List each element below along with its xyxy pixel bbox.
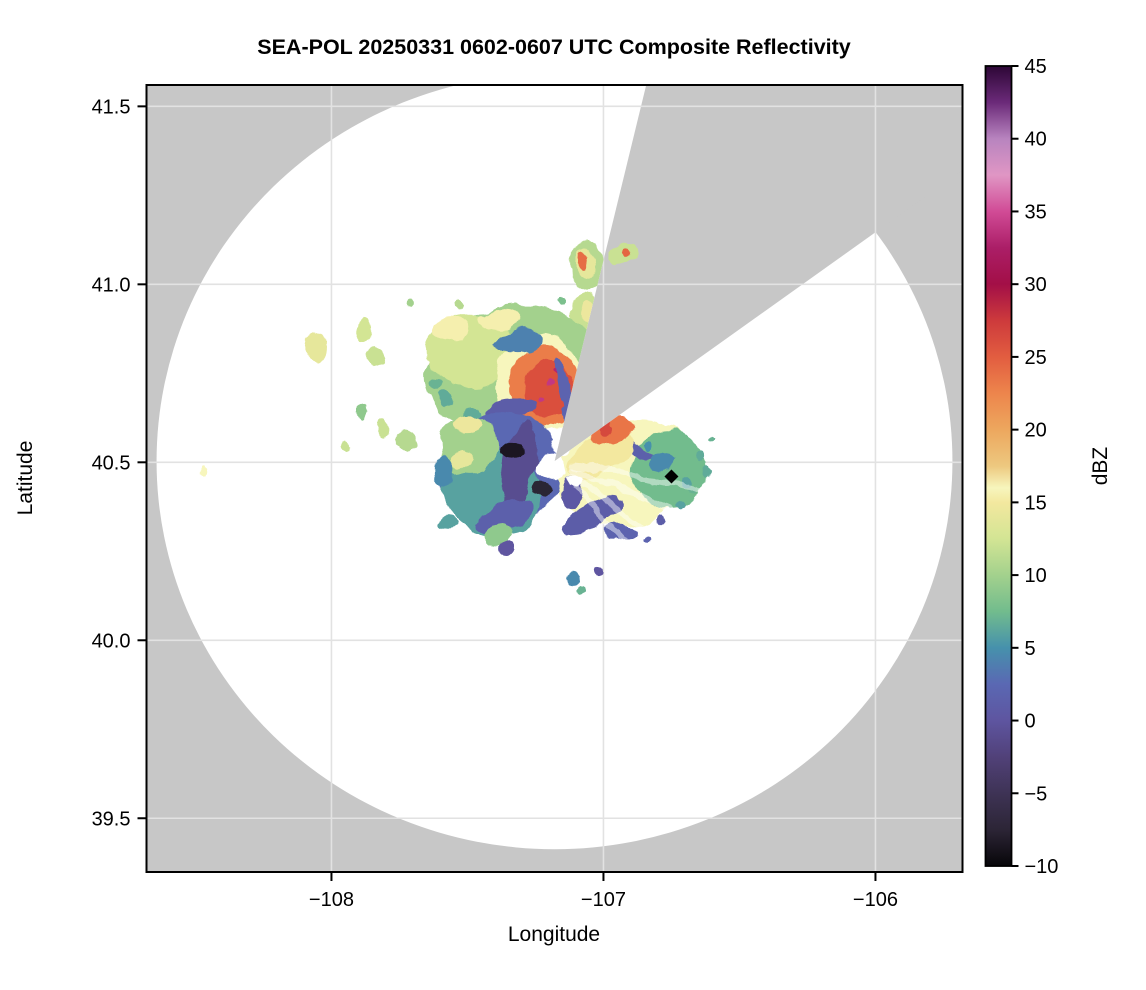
x-tick-label: −107	[581, 889, 626, 911]
echo-region	[434, 454, 455, 487]
echo-region	[561, 497, 624, 534]
echo-region	[621, 248, 630, 257]
grid-layer	[146, 85, 963, 872]
echo-region	[657, 515, 668, 526]
echo-region	[499, 441, 528, 460]
echo-region	[556, 296, 565, 305]
y-tick-label: 40.5	[92, 452, 131, 474]
colorbar-border	[984, 65, 1013, 867]
echo-region	[648, 454, 673, 471]
echo-region	[546, 381, 555, 390]
echo-region	[630, 430, 707, 511]
echo-region	[593, 566, 602, 575]
echo-region	[709, 437, 716, 444]
echo-region	[676, 501, 685, 510]
echo-region	[534, 454, 567, 479]
y-tick-label: 41.0	[92, 274, 131, 296]
echo-region	[452, 416, 481, 435]
echo-region	[695, 450, 706, 461]
echo-region	[643, 440, 654, 451]
echo-region	[484, 523, 513, 548]
x-tick-label: −108	[309, 889, 354, 911]
echo-region	[451, 450, 476, 467]
blocked-sector-wedge	[554, 85, 963, 462]
y-tick-label: 40.0	[92, 630, 131, 652]
echo-region	[500, 542, 517, 559]
echo-region	[368, 346, 385, 367]
x-axis-label: Longitude	[508, 923, 600, 946]
axes-spine	[145, 84, 964, 873]
echo-region	[494, 331, 547, 354]
colorbar-tick-label: 25	[1025, 347, 1047, 369]
y-tick-label: 41.5	[92, 96, 131, 118]
colorbar-tick-label: 35	[1025, 201, 1047, 223]
beam-streak	[564, 473, 656, 578]
echo-region	[431, 379, 444, 392]
tick-layer: −108 −107 −106 39.5 40.0 40.5 41.0 41.5	[92, 96, 898, 911]
echo-region	[356, 316, 373, 345]
echo-region	[578, 254, 589, 269]
echo-region	[702, 466, 711, 475]
echo-region	[359, 401, 370, 420]
x-tick-label: −106	[853, 889, 898, 911]
colorbar-tick-label: 30	[1025, 274, 1047, 296]
colorbar-tick-label: −10	[1025, 856, 1059, 878]
echo-region	[341, 439, 352, 450]
colorbar-tick-label: 10	[1025, 565, 1047, 587]
colorbar	[985, 66, 1012, 866]
beam-streak	[567, 469, 679, 553]
echo-region	[575, 584, 586, 593]
echo-region	[641, 536, 650, 545]
echo-region	[540, 397, 547, 404]
plot-title: SEA-POL 20250331 0602-0607 UTC Composite…	[257, 35, 851, 59]
colorbar-tick-label: 40	[1025, 129, 1047, 151]
echo-region	[451, 301, 462, 312]
echo-region	[305, 331, 326, 364]
colorbar-tick-label: 0	[1025, 711, 1036, 733]
echo-region	[403, 298, 412, 307]
y-axis-label: Latitude	[14, 441, 37, 516]
colorbar-tick-label: −5	[1025, 783, 1048, 805]
echo-region	[477, 498, 535, 532]
echo-region	[432, 318, 469, 343]
colorbar-tick-label: 45	[1025, 56, 1047, 78]
echo-region	[438, 517, 459, 532]
echo-region	[562, 572, 579, 585]
beam-streak	[571, 461, 706, 491]
colorbar-tick-label: 20	[1025, 420, 1047, 442]
site-marker-diamond	[664, 469, 679, 484]
beam-streak	[569, 466, 696, 523]
colorbar-tick-label: 15	[1025, 492, 1047, 514]
echo-region	[196, 467, 205, 476]
echo-region	[378, 420, 389, 441]
reflectivity-echo-layer	[196, 244, 716, 593]
site-marker-layer	[664, 469, 679, 484]
y-tick-label: 39.5	[92, 808, 131, 830]
reflectivity-echo-over-layer	[609, 243, 636, 263]
colorbar-tick-layer: 45 40 35 30 25 20 15 10 5 0 −5 −10	[1011, 56, 1059, 878]
echo-region	[440, 390, 457, 407]
echo-region	[478, 310, 523, 331]
echo-region	[394, 428, 419, 455]
colorbar-tick-label: 5	[1025, 638, 1036, 660]
colorbar-label: dBZ	[1089, 447, 1112, 486]
echo-region	[533, 482, 552, 497]
